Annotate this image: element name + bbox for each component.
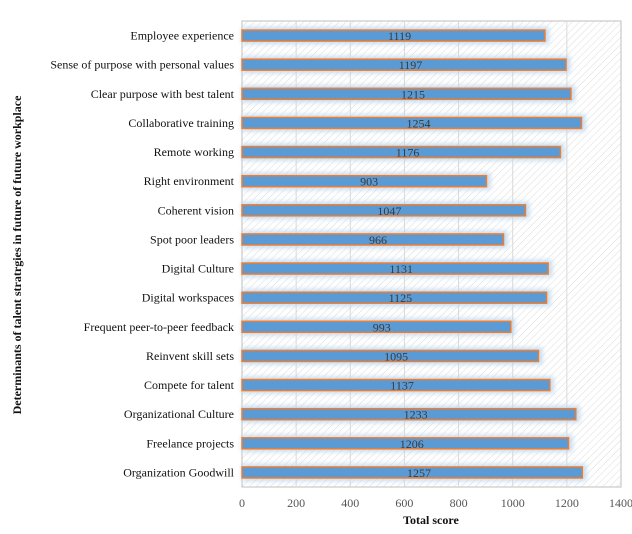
bar — [241, 87, 572, 101]
bar-data-label: 993 — [373, 320, 391, 334]
category-label: Right environment — [144, 174, 235, 188]
category-label: Coherent vision — [158, 203, 234, 217]
bar-data-label: 1095 — [384, 349, 408, 363]
category-label: Digital workspaces — [142, 291, 235, 305]
category-label: Spot poor leaders — [150, 232, 234, 246]
bar — [241, 29, 546, 42]
category-label: Frequent peer-to-peer feedback — [84, 320, 234, 334]
category-labels: Employee experience Sense of purpose with… — [50, 29, 234, 480]
category-label: Digital Culture — [162, 262, 234, 276]
bar-data-label: 1215 — [401, 87, 425, 101]
category-label: Organizational Culture — [124, 407, 234, 421]
category-label: Clear purpose with best talent — [91, 87, 235, 101]
bar-data-label: 1047 — [377, 204, 401, 218]
x-tick-labels: 0 200 400 600 800 1000 1200 1400 — [239, 496, 632, 510]
bar-data-label: 1254 — [407, 116, 431, 130]
category-label: Sense of purpose with personal values — [50, 58, 234, 72]
y-axis-title: Determinants of talent stratrgies in fut… — [10, 95, 24, 415]
category-label: Freelance projects — [146, 436, 234, 450]
category-label: Reinvent skill sets — [146, 349, 234, 363]
category-label: Collaborative training — [128, 116, 234, 130]
x-tick-label: 1000 — [501, 496, 525, 510]
bar-data-label: 1131 — [389, 262, 413, 276]
bar-data-label: 1125 — [389, 291, 413, 305]
bar-data-label: 1206 — [400, 437, 424, 451]
x-axis-title: Total score — [403, 513, 459, 527]
category-label: Remote working — [154, 145, 234, 159]
bar — [241, 116, 583, 130]
category-label: Compete for talent — [144, 378, 235, 392]
x-tick-label: 800 — [450, 496, 468, 510]
bar-data-label: 1257 — [407, 466, 431, 480]
bar — [241, 291, 548, 304]
category-label: Employee experience — [130, 29, 234, 43]
bar — [241, 262, 549, 275]
bar — [241, 145, 562, 159]
bar — [241, 466, 584, 479]
x-tick-label: 200 — [287, 496, 305, 510]
bar-data-label: 1197 — [399, 58, 423, 72]
bar — [241, 349, 540, 363]
bars: 1119 1197 1215 1254 1176 903 1047 966 1131 1125 99… — [241, 27, 587, 481]
bar-data-label: 1233 — [404, 408, 428, 422]
x-tick-label: 1400 — [609, 496, 632, 510]
bar — [241, 233, 505, 246]
bar — [241, 378, 551, 392]
bar — [241, 437, 570, 450]
bar-data-label: 1119 — [388, 29, 411, 43]
bar — [241, 174, 488, 188]
bar-data-label: 1137 — [390, 379, 414, 393]
x-tick-label: 1200 — [555, 496, 579, 510]
bar — [241, 407, 577, 421]
x-tick-label: 0 — [239, 496, 245, 510]
bar-data-label: 1176 — [396, 146, 420, 160]
category-label: Organization Goodwill — [123, 465, 234, 479]
x-tick-label: 600 — [395, 496, 413, 510]
bar — [241, 320, 512, 334]
bar — [241, 204, 527, 217]
x-tick-label: 400 — [341, 496, 359, 510]
bar-data-label: 966 — [369, 233, 387, 247]
bar — [241, 58, 567, 71]
bar-data-label: 903 — [360, 175, 378, 189]
